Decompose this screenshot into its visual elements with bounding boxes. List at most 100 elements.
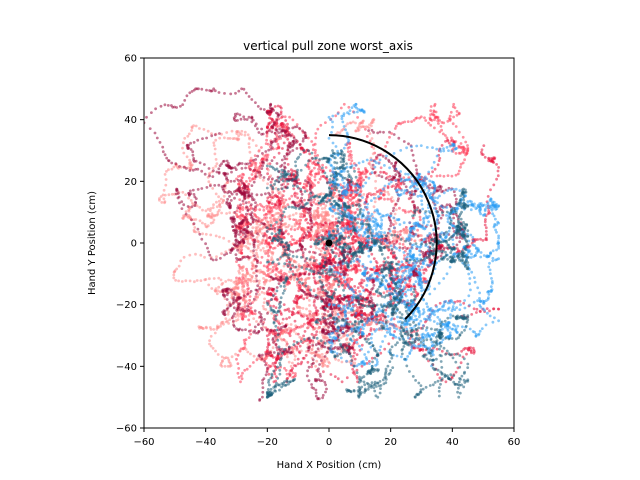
scatter-point	[269, 258, 273, 262]
scatter-point	[290, 235, 293, 238]
scatter-point	[236, 204, 240, 208]
scatter-point	[476, 238, 480, 241]
scatter-point	[353, 351, 356, 355]
scatter-point	[469, 346, 472, 349]
scatter-point	[262, 208, 266, 212]
scatter-point	[327, 297, 331, 301]
scatter-point	[316, 224, 320, 228]
scatter-point	[459, 162, 463, 166]
scatter-point	[288, 334, 292, 338]
scatter-point	[238, 216, 242, 220]
scatter-point	[303, 211, 306, 215]
scatter-point	[282, 264, 286, 268]
scatter-point	[378, 313, 381, 317]
scatter-point	[457, 169, 461, 173]
scatter-point	[459, 145, 463, 149]
scatter-point	[250, 310, 254, 313]
scatter-point	[241, 275, 245, 279]
scatter-point	[243, 343, 247, 346]
scatter-point	[348, 279, 351, 283]
scatter-point	[349, 162, 353, 166]
scatter-point	[433, 118, 436, 122]
scatter-point	[314, 306, 318, 310]
scatter-point	[310, 365, 314, 369]
scatter-point	[208, 339, 212, 342]
scatter-point	[243, 291, 246, 295]
scatter-point	[302, 182, 306, 186]
scatter-point	[374, 179, 377, 183]
scatter-point	[401, 121, 404, 124]
scatter-point	[269, 267, 273, 271]
scatter-point	[456, 172, 460, 176]
scatter-point	[235, 130, 239, 133]
scatter-point	[283, 339, 287, 342]
scatter-point	[440, 121, 444, 124]
scatter-point	[263, 216, 266, 220]
scatter-point	[241, 273, 245, 277]
scatter-point	[261, 270, 265, 274]
scatter-point	[255, 222, 259, 226]
scatter-point	[219, 197, 223, 201]
scatter-point	[352, 196, 356, 200]
scatter-point	[330, 283, 333, 286]
scatter-point	[238, 349, 242, 352]
scatter-point	[315, 209, 319, 213]
scatter-point	[247, 313, 251, 317]
scatter-point	[306, 276, 310, 280]
scatter-point	[355, 270, 359, 273]
scatter-point	[258, 268, 262, 272]
scatter-point	[402, 176, 406, 180]
scatter-point	[314, 149, 317, 152]
scatter-point	[360, 171, 363, 175]
scatter-point	[429, 109, 433, 113]
scatter-point	[277, 319, 280, 323]
scatter-point	[337, 297, 340, 301]
scatter-point	[279, 311, 283, 315]
scatter-point	[296, 196, 300, 200]
scatter-point	[246, 277, 250, 281]
scatter-point	[172, 276, 176, 280]
scatter-point	[272, 156, 276, 159]
scatter-point	[363, 317, 366, 321]
scatter-point	[386, 186, 390, 190]
scatter-point	[401, 208, 405, 212]
scatter-point	[284, 119, 288, 122]
scatter-point	[224, 280, 228, 283]
scatter-point	[369, 291, 372, 294]
scatter-point	[339, 336, 343, 340]
scatter-point	[294, 260, 298, 264]
scatter-point	[350, 332, 353, 336]
scatter-point	[227, 278, 231, 282]
scatter-point	[285, 308, 289, 312]
scatter-point	[309, 245, 313, 249]
scatter-point	[457, 130, 461, 134]
scatter-point	[455, 110, 459, 113]
scatter-point	[459, 165, 462, 169]
scatter-point	[481, 239, 485, 242]
scatter-point	[352, 348, 356, 352]
scatter-point	[368, 132, 372, 135]
scatter-point	[368, 332, 371, 336]
scatter-point	[391, 199, 395, 203]
scatter-point	[403, 254, 406, 257]
scatter-point	[223, 356, 226, 360]
scatter-point	[218, 205, 222, 209]
scatter-point	[183, 136, 187, 140]
scatter-point	[235, 357, 238, 361]
scatter-point	[303, 322, 306, 326]
scatter-point	[360, 281, 364, 285]
scatter-point	[302, 313, 305, 316]
scatter-point	[283, 200, 286, 204]
scatter-point	[270, 202, 274, 206]
scatter-point	[364, 127, 367, 131]
scatter-point	[457, 151, 461, 155]
scatter-point	[326, 364, 330, 368]
scatter-point	[420, 234, 423, 238]
scatter-point	[292, 312, 296, 316]
scatter-point	[209, 233, 213, 237]
scatter-point	[410, 292, 413, 296]
scatter-point	[361, 286, 365, 289]
scatter-point	[246, 284, 250, 287]
scatter-point	[226, 356, 230, 360]
scatter-point	[311, 341, 315, 344]
